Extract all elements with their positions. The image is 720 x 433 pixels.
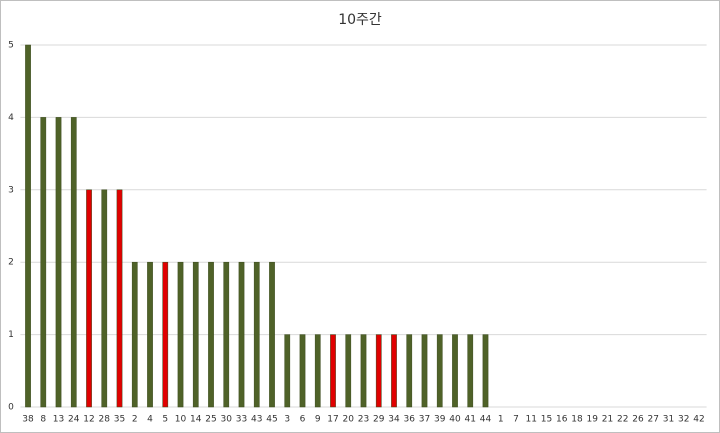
- bar: [269, 261, 275, 408]
- bar: [284, 334, 291, 408]
- bar: [162, 261, 169, 408]
- x-tick-label: 41: [465, 415, 476, 425]
- bar: [345, 334, 352, 408]
- x-tick-label: 7: [513, 415, 519, 425]
- bar: [177, 261, 184, 408]
- x-tick-label: 1: [498, 415, 504, 425]
- x-tick-label: 22: [617, 415, 628, 425]
- x-tick-label: 18: [571, 415, 583, 425]
- x-tick-label: 42: [693, 415, 704, 425]
- x-tick-label: 36: [404, 415, 416, 425]
- x-tick-label: 44: [480, 415, 492, 425]
- x-tick-label: 12: [83, 415, 94, 425]
- y-tick-label: 4: [8, 113, 14, 123]
- x-tick-label: 32: [678, 415, 689, 425]
- x-tick-label: 29: [373, 415, 385, 425]
- x-tick-label: 19: [587, 415, 599, 425]
- bar: [101, 189, 108, 408]
- bar: [391, 334, 397, 408]
- x-tick-label: 27: [648, 415, 659, 425]
- x-tick-label: 25: [205, 415, 216, 425]
- x-tick-label: 33: [236, 415, 247, 425]
- x-tick-label: 16: [556, 415, 568, 425]
- x-tick-label: 15: [541, 415, 552, 425]
- x-tick-label: 40: [449, 415, 461, 425]
- bar: [238, 261, 245, 408]
- x-tick-label: 30: [221, 415, 233, 425]
- bar: [482, 334, 489, 408]
- bar: [147, 261, 153, 408]
- bar: [299, 334, 306, 408]
- bar: [208, 261, 214, 408]
- x-tick-label: 4: [147, 415, 153, 425]
- x-tick-label: 9: [315, 415, 321, 425]
- x-tick-label: 26: [632, 415, 644, 425]
- x-tick-label: 35: [114, 415, 125, 425]
- bar: [192, 261, 199, 408]
- x-tick-label: 37: [419, 415, 430, 425]
- chart-title: 10주간: [338, 12, 382, 28]
- bar: [253, 261, 260, 408]
- x-tick-label: 39: [434, 415, 446, 425]
- bar: [436, 334, 443, 408]
- bar: [116, 189, 123, 408]
- bar: [314, 334, 321, 408]
- bar: [467, 334, 474, 408]
- x-tick-label: 6: [300, 415, 306, 425]
- x-tick-label: 43: [251, 415, 262, 425]
- x-tick-label: 31: [663, 415, 674, 425]
- x-tick-label: 34: [388, 415, 400, 425]
- x-tick-label: 38: [22, 415, 34, 425]
- y-tick-label: 2: [8, 258, 14, 268]
- bar: [223, 261, 230, 408]
- x-tick-label: 3: [284, 415, 290, 425]
- bar: [360, 334, 367, 408]
- y-tick-label: 1: [8, 330, 14, 340]
- bar: [86, 189, 92, 408]
- x-tick-label: 28: [99, 415, 111, 425]
- bar: [330, 334, 336, 408]
- x-tick-label: 13: [53, 415, 64, 425]
- bar: [406, 334, 413, 408]
- x-tick-label: 14: [190, 415, 202, 425]
- x-tick-label: 21: [602, 415, 613, 425]
- y-tick-label: 5: [8, 41, 14, 51]
- bar: [421, 334, 428, 408]
- bar: [55, 117, 62, 408]
- bar: [70, 117, 77, 408]
- x-tick-label: 45: [266, 415, 277, 425]
- x-tick-label: 10: [175, 415, 187, 425]
- x-tick-label: 24: [68, 415, 80, 425]
- bar: [131, 261, 138, 408]
- x-tick-label: 5: [162, 415, 168, 425]
- bar: [40, 117, 47, 408]
- bar: [452, 334, 458, 408]
- x-tick-label: 20: [343, 415, 355, 425]
- y-tick-label: 3: [8, 185, 14, 195]
- x-tick-label: 23: [358, 415, 369, 425]
- y-tick-label: 0: [8, 403, 14, 413]
- x-tick-label: 17: [327, 415, 338, 425]
- bar: [25, 44, 31, 408]
- x-tick-label: 11: [526, 415, 537, 425]
- x-tick-label: 8: [40, 415, 46, 425]
- bar: [375, 334, 382, 408]
- x-tick-label: 2: [132, 415, 138, 425]
